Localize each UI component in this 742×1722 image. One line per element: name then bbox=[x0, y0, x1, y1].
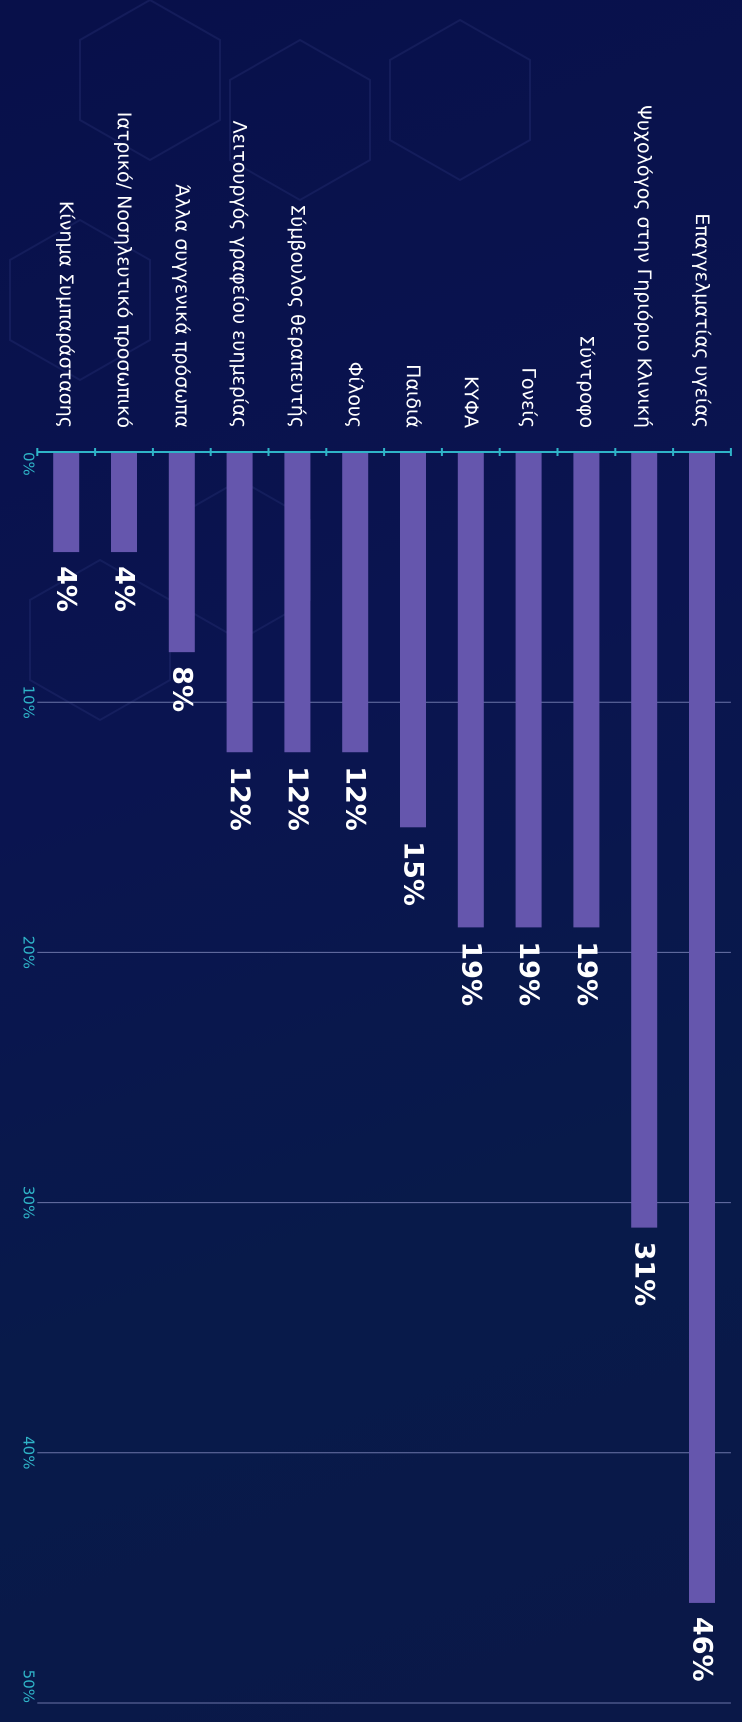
category-labels: Επαγγελματίας υγείας Ψυχολόγος στην Γηριό… bbox=[55, 105, 713, 428]
bar bbox=[689, 452, 715, 1603]
category-label: Παιδιά bbox=[402, 364, 424, 428]
category-label: Σύντροφο bbox=[575, 335, 597, 428]
value-label: 12% bbox=[224, 766, 255, 831]
bars bbox=[53, 452, 715, 1603]
category-label: Γονείς bbox=[518, 367, 540, 428]
bar bbox=[515, 452, 542, 928]
bar bbox=[631, 452, 658, 1228]
value-label: 15% bbox=[398, 841, 429, 906]
category-label: Άλλα συγγενικά πρόσωπα bbox=[171, 184, 193, 428]
x-tick-label: 50% bbox=[19, 1670, 37, 1703]
value-label: 19% bbox=[571, 941, 602, 1006]
value-label: 19% bbox=[513, 941, 544, 1006]
bar bbox=[53, 452, 80, 553]
x-tick-label: 30% bbox=[19, 1186, 37, 1219]
category-label: Επαγγελματίας υγείας bbox=[691, 213, 713, 428]
chart-rotated-group: 0% 10% 20% 30% 40% 50% Επαγγελματίας υγείας Ψυ… bbox=[19, 105, 732, 1704]
x-tick-label: 40% bbox=[19, 1436, 37, 1469]
bar bbox=[573, 452, 600, 928]
bar bbox=[342, 452, 369, 753]
value-label: 4% bbox=[51, 566, 82, 612]
value-labels: 46% 31% 19% 19% 19% 15% 12% 12% 12% 8% 4% 4% bbox=[51, 566, 718, 1681]
category-label: Σύμβουλος θεραπευτής bbox=[286, 204, 308, 428]
value-label: 12% bbox=[340, 766, 371, 831]
category-label: Κίνημα Συμπαράστασης bbox=[55, 201, 77, 428]
bar bbox=[226, 452, 253, 753]
category-label: ΚΥΦΑ bbox=[460, 376, 482, 428]
bar bbox=[111, 452, 137, 553]
background-hex-pattern bbox=[9, 0, 531, 722]
category-label: Φίλους bbox=[344, 362, 366, 428]
value-label: 31% bbox=[629, 1242, 660, 1307]
value-label: 12% bbox=[282, 766, 313, 831]
grid-lines bbox=[37, 701, 731, 1704]
bar bbox=[284, 452, 311, 753]
value-label: 4% bbox=[109, 566, 140, 612]
bar bbox=[457, 452, 484, 928]
bar bbox=[168, 452, 195, 653]
category-label: Ιατρικό/ Νοσηλευτικό προσωπικό bbox=[113, 112, 135, 428]
bar bbox=[400, 452, 426, 828]
x-tick-label: 20% bbox=[19, 936, 37, 969]
value-label: 19% bbox=[455, 941, 486, 1006]
value-label: 8% bbox=[166, 666, 197, 712]
category-label: Ψυχολόγος στην Γηριόριο Κλινική bbox=[633, 105, 655, 428]
x-tick-labels: 0% 10% 20% 30% 40% 50% bbox=[19, 452, 37, 1703]
x-tick-label: 10% bbox=[19, 686, 37, 719]
x-tick-label: 0% bbox=[19, 452, 37, 476]
category-label: Λειτουργός γραφείου ευημερίας bbox=[229, 121, 251, 428]
x-axis bbox=[36, 448, 732, 456]
value-label: 46% bbox=[687, 1617, 718, 1682]
